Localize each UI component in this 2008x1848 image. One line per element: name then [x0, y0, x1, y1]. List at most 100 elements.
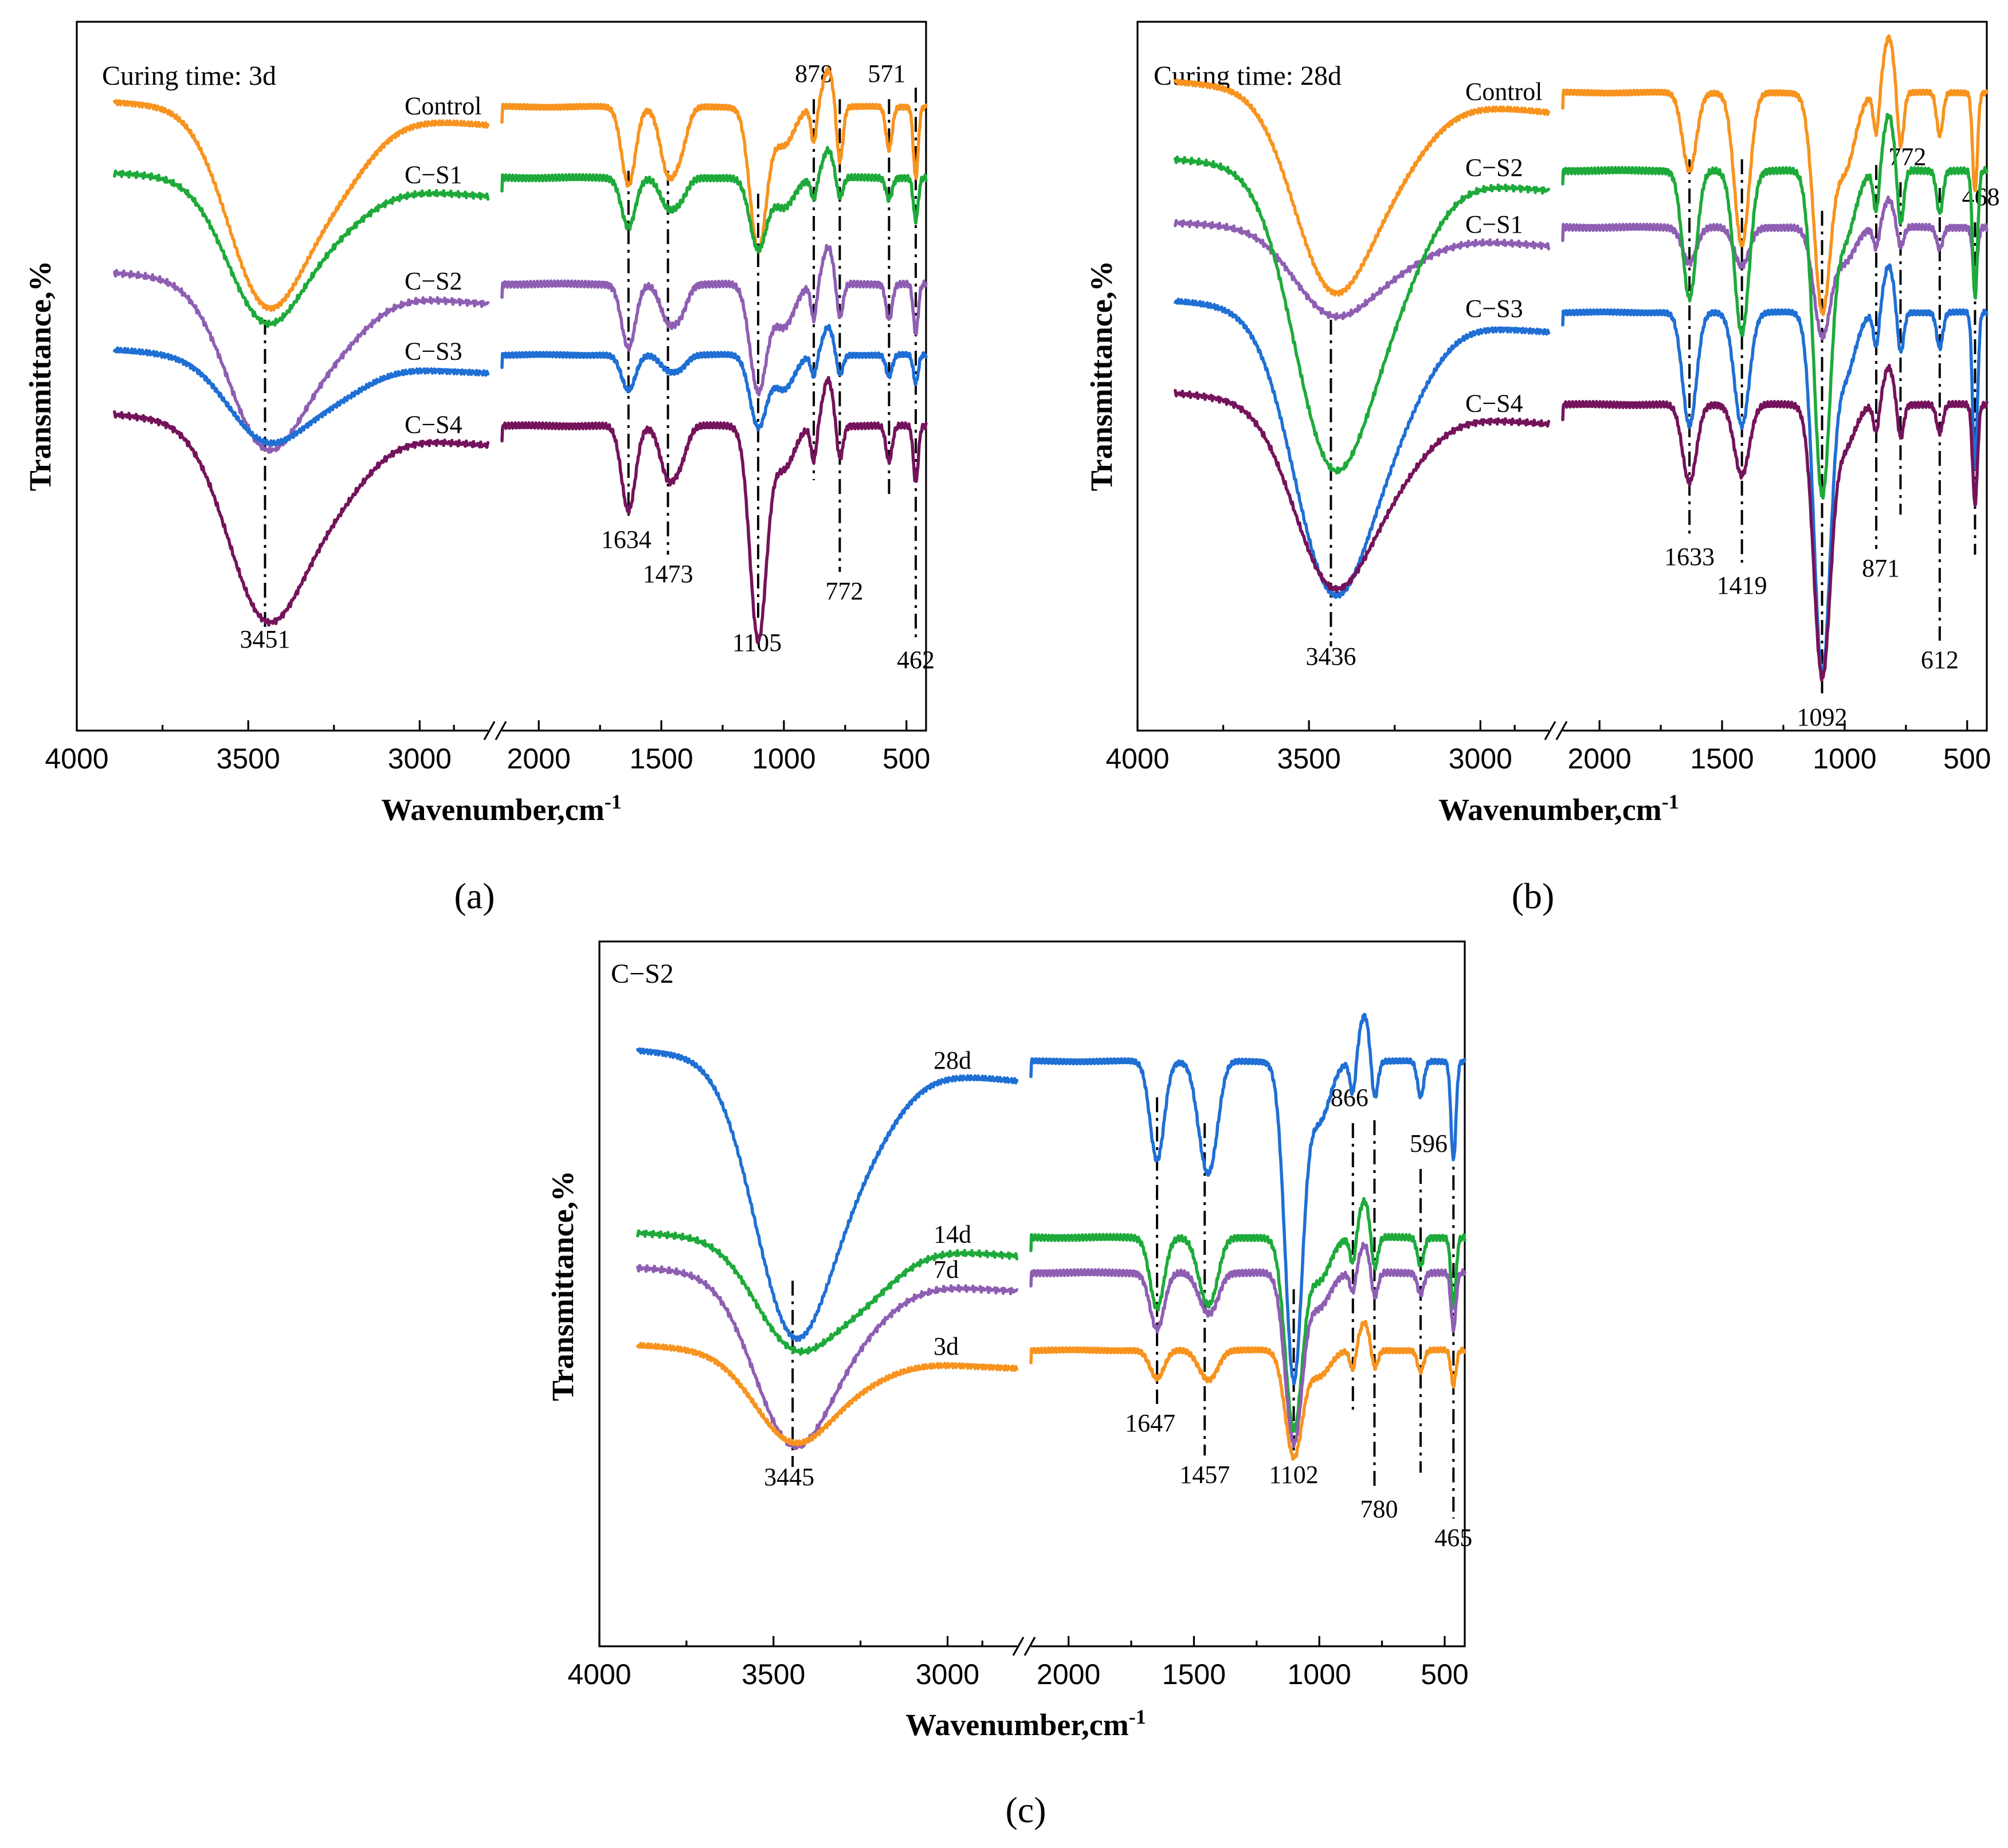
x-tick-label: 1000 [1813, 743, 1876, 775]
peak-label: 3451 [240, 625, 290, 653]
peak-label: 1647 [1125, 1409, 1175, 1437]
peak-label: 1473 [643, 560, 693, 588]
x-tick-label: 3500 [217, 743, 280, 775]
x-axis-title-b: Wavenumber,cm-1 [1438, 790, 1679, 827]
spectrum-line-3d [636, 1341, 1019, 1447]
x-axis-title-sup-c: -1 [1129, 1705, 1146, 1728]
x-tick-label: 1500 [1690, 743, 1754, 775]
spectrum-line-cs1 [1561, 195, 1989, 340]
spectrum-line-cs3 [113, 346, 490, 447]
panel-a: Curing time: 3d Transmittance,% Wavenumb… [23, 21, 935, 916]
spectrum-line-control [1174, 79, 1551, 297]
spectrum-line-cs1 [1174, 219, 1551, 321]
spectrum-line-cs4 [113, 410, 490, 627]
x-axis-title-sup-a: -1 [605, 790, 622, 813]
x-tick-label: 4000 [45, 743, 108, 775]
caption-b: (b) [1512, 876, 1555, 916]
spectrum-line-7d [1029, 1242, 1466, 1448]
peak-label: 3436 [1305, 642, 1356, 670]
x-axis-title-sup-b: -1 [1662, 790, 1679, 813]
spectrum-line-cs4 [1561, 363, 1989, 682]
axis-break-c [1012, 1637, 1036, 1656]
axis-break-slash [1555, 721, 1568, 740]
x-tick-label: 3000 [916, 1658, 979, 1690]
spectrum-line-control [500, 66, 928, 254]
series-label: Control [1465, 78, 1542, 106]
x-tick-label: 3000 [388, 743, 452, 775]
x-tick-label: 1500 [1162, 1658, 1226, 1690]
peak-label: 3445 [764, 1463, 814, 1491]
x-tick-label: 1000 [1288, 1658, 1351, 1690]
spectrum-line-cs3 [1561, 263, 1989, 677]
panel-b: Curing time: 28d Transmittance,% Wavenum… [1084, 21, 1999, 916]
x-tick-labels-b: 4000 3500 3000 2000 1500 1000 500 [1105, 743, 1991, 775]
x-tick-label: 500 [1943, 743, 1991, 775]
panel-title-a: Curing time: 3d [102, 61, 276, 91]
series-label: C−S3 [405, 337, 462, 365]
peak-label: 1092 [1797, 703, 1848, 731]
x-tick-label: 3500 [1277, 743, 1341, 775]
axis-break-slash [495, 721, 507, 740]
series-label: 7d [934, 1255, 959, 1284]
caption-c: (c) [1005, 1790, 1046, 1830]
x-tick-label: 2000 [507, 743, 571, 775]
spectrum-line-14d [636, 1229, 1019, 1356]
spectrum-line-cs2 [1174, 155, 1551, 475]
peak-label: 571 [868, 60, 905, 88]
series-label: C−S4 [405, 410, 462, 438]
x-axis-title-c: Wavenumber,cm-1 [905, 1705, 1146, 1742]
spectrum-line-cs2 [500, 244, 928, 397]
x-axis-title-text-b: Wavenumber,cm [1438, 792, 1662, 827]
spectrum-line-cs4 [500, 375, 928, 644]
x-ticks-a [76, 720, 908, 731]
caption-a: (a) [454, 876, 495, 916]
x-ticks-b [1136, 720, 1968, 731]
axis-break-slash [1012, 1637, 1025, 1656]
axis-break-slash [1023, 1637, 1036, 1656]
axis-break-slash [1544, 721, 1556, 740]
x-tick-label: 4000 [567, 1658, 631, 1690]
peak-label: 780 [1360, 1495, 1398, 1523]
y-axis-title-c: Transmittance,% [546, 1171, 580, 1401]
spectrum-line-control [113, 99, 490, 312]
series-label: 3d [934, 1332, 959, 1360]
plot-frame-c [598, 940, 1466, 1647]
spectrum-line-cs1 [500, 146, 928, 254]
x-ticks-c [598, 1636, 1446, 1646]
spectrum-line-7d [636, 1264, 1019, 1450]
peak-label: 772 [825, 577, 863, 605]
spectrum-line-14d [1029, 1196, 1466, 1433]
spectra-c [636, 1013, 1466, 1461]
series-labels-b: Control C−S1 C−S2 C−S3 C−S4 [1465, 78, 1542, 418]
axis-break-a [483, 721, 507, 740]
spectrum-line-cs3 [1174, 297, 1551, 599]
spectrum-line-cs2 [113, 269, 490, 454]
spectrum-line-control [1561, 34, 1989, 316]
x-tick-labels-c: 4000 3500 3000 2000 1500 1000 500 [567, 1658, 1468, 1690]
spectrum-line-3d [1029, 1320, 1466, 1461]
series-label: C−S4 [1465, 389, 1523, 417]
series-label: C−S1 [1465, 210, 1523, 238]
x-tick-label: 3000 [1449, 743, 1512, 775]
peak-label: 1634 [601, 525, 652, 554]
x-tick-label: 2000 [1037, 1658, 1100, 1690]
series-label: C−S1 [405, 160, 462, 189]
peak-label: 465 [1434, 1524, 1472, 1552]
series-label: C−S2 [405, 267, 462, 295]
spectra-a [113, 66, 928, 644]
axis-break-mask [488, 727, 502, 734]
spectrum-line-cs1 [113, 169, 490, 328]
peak-label: 1419 [1717, 571, 1767, 599]
x-tick-label: 3500 [742, 1658, 805, 1690]
spectrum-line-cs4 [1174, 389, 1551, 594]
spectrum-line-28d [636, 1047, 1019, 1343]
x-tick-label: 2000 [1568, 743, 1632, 775]
x-tick-label: 500 [883, 743, 930, 775]
panel-title-c: C−S2 [611, 959, 674, 989]
axis-break-mask [1549, 727, 1563, 734]
panel-c: C−S2 Transmittance,% Wavenumber,cm-1 400… [546, 940, 1472, 1830]
x-tick-label: 4000 [1105, 743, 1169, 775]
